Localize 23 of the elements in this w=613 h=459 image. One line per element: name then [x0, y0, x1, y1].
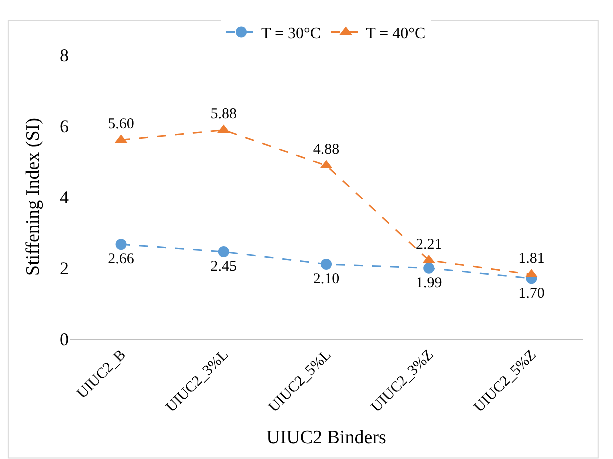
legend-label: T = 40°C	[366, 25, 426, 42]
data-label: 1.70	[518, 286, 545, 302]
y-tick-label: 0	[60, 329, 69, 350]
data-label: 1.81	[518, 251, 545, 268]
legend-label: T = 30°C	[262, 25, 322, 42]
data-label: 2.45	[210, 259, 238, 276]
data-label: 2.10	[313, 272, 340, 288]
data-label: 2.21	[416, 236, 442, 253]
data-label: 2.66	[108, 252, 135, 268]
y-tick-label: 6	[60, 116, 69, 136]
data-label: 4.88	[313, 142, 340, 158]
y-tick-label: 2	[60, 258, 69, 278]
y-tick-label: 8	[60, 45, 69, 66]
y-axis-title: Stiffening Index (SI)	[22, 118, 44, 276]
data-label: 5.60	[108, 116, 134, 133]
point	[116, 239, 127, 250]
point	[218, 246, 230, 258]
x-axis-title: UIUC2 Binders	[266, 428, 386, 449]
point	[424, 262, 435, 274]
data-label: 1.99	[416, 275, 442, 292]
y-tick-label: 4	[60, 187, 69, 208]
data-label: 5.88	[210, 106, 238, 123]
point	[321, 258, 332, 270]
